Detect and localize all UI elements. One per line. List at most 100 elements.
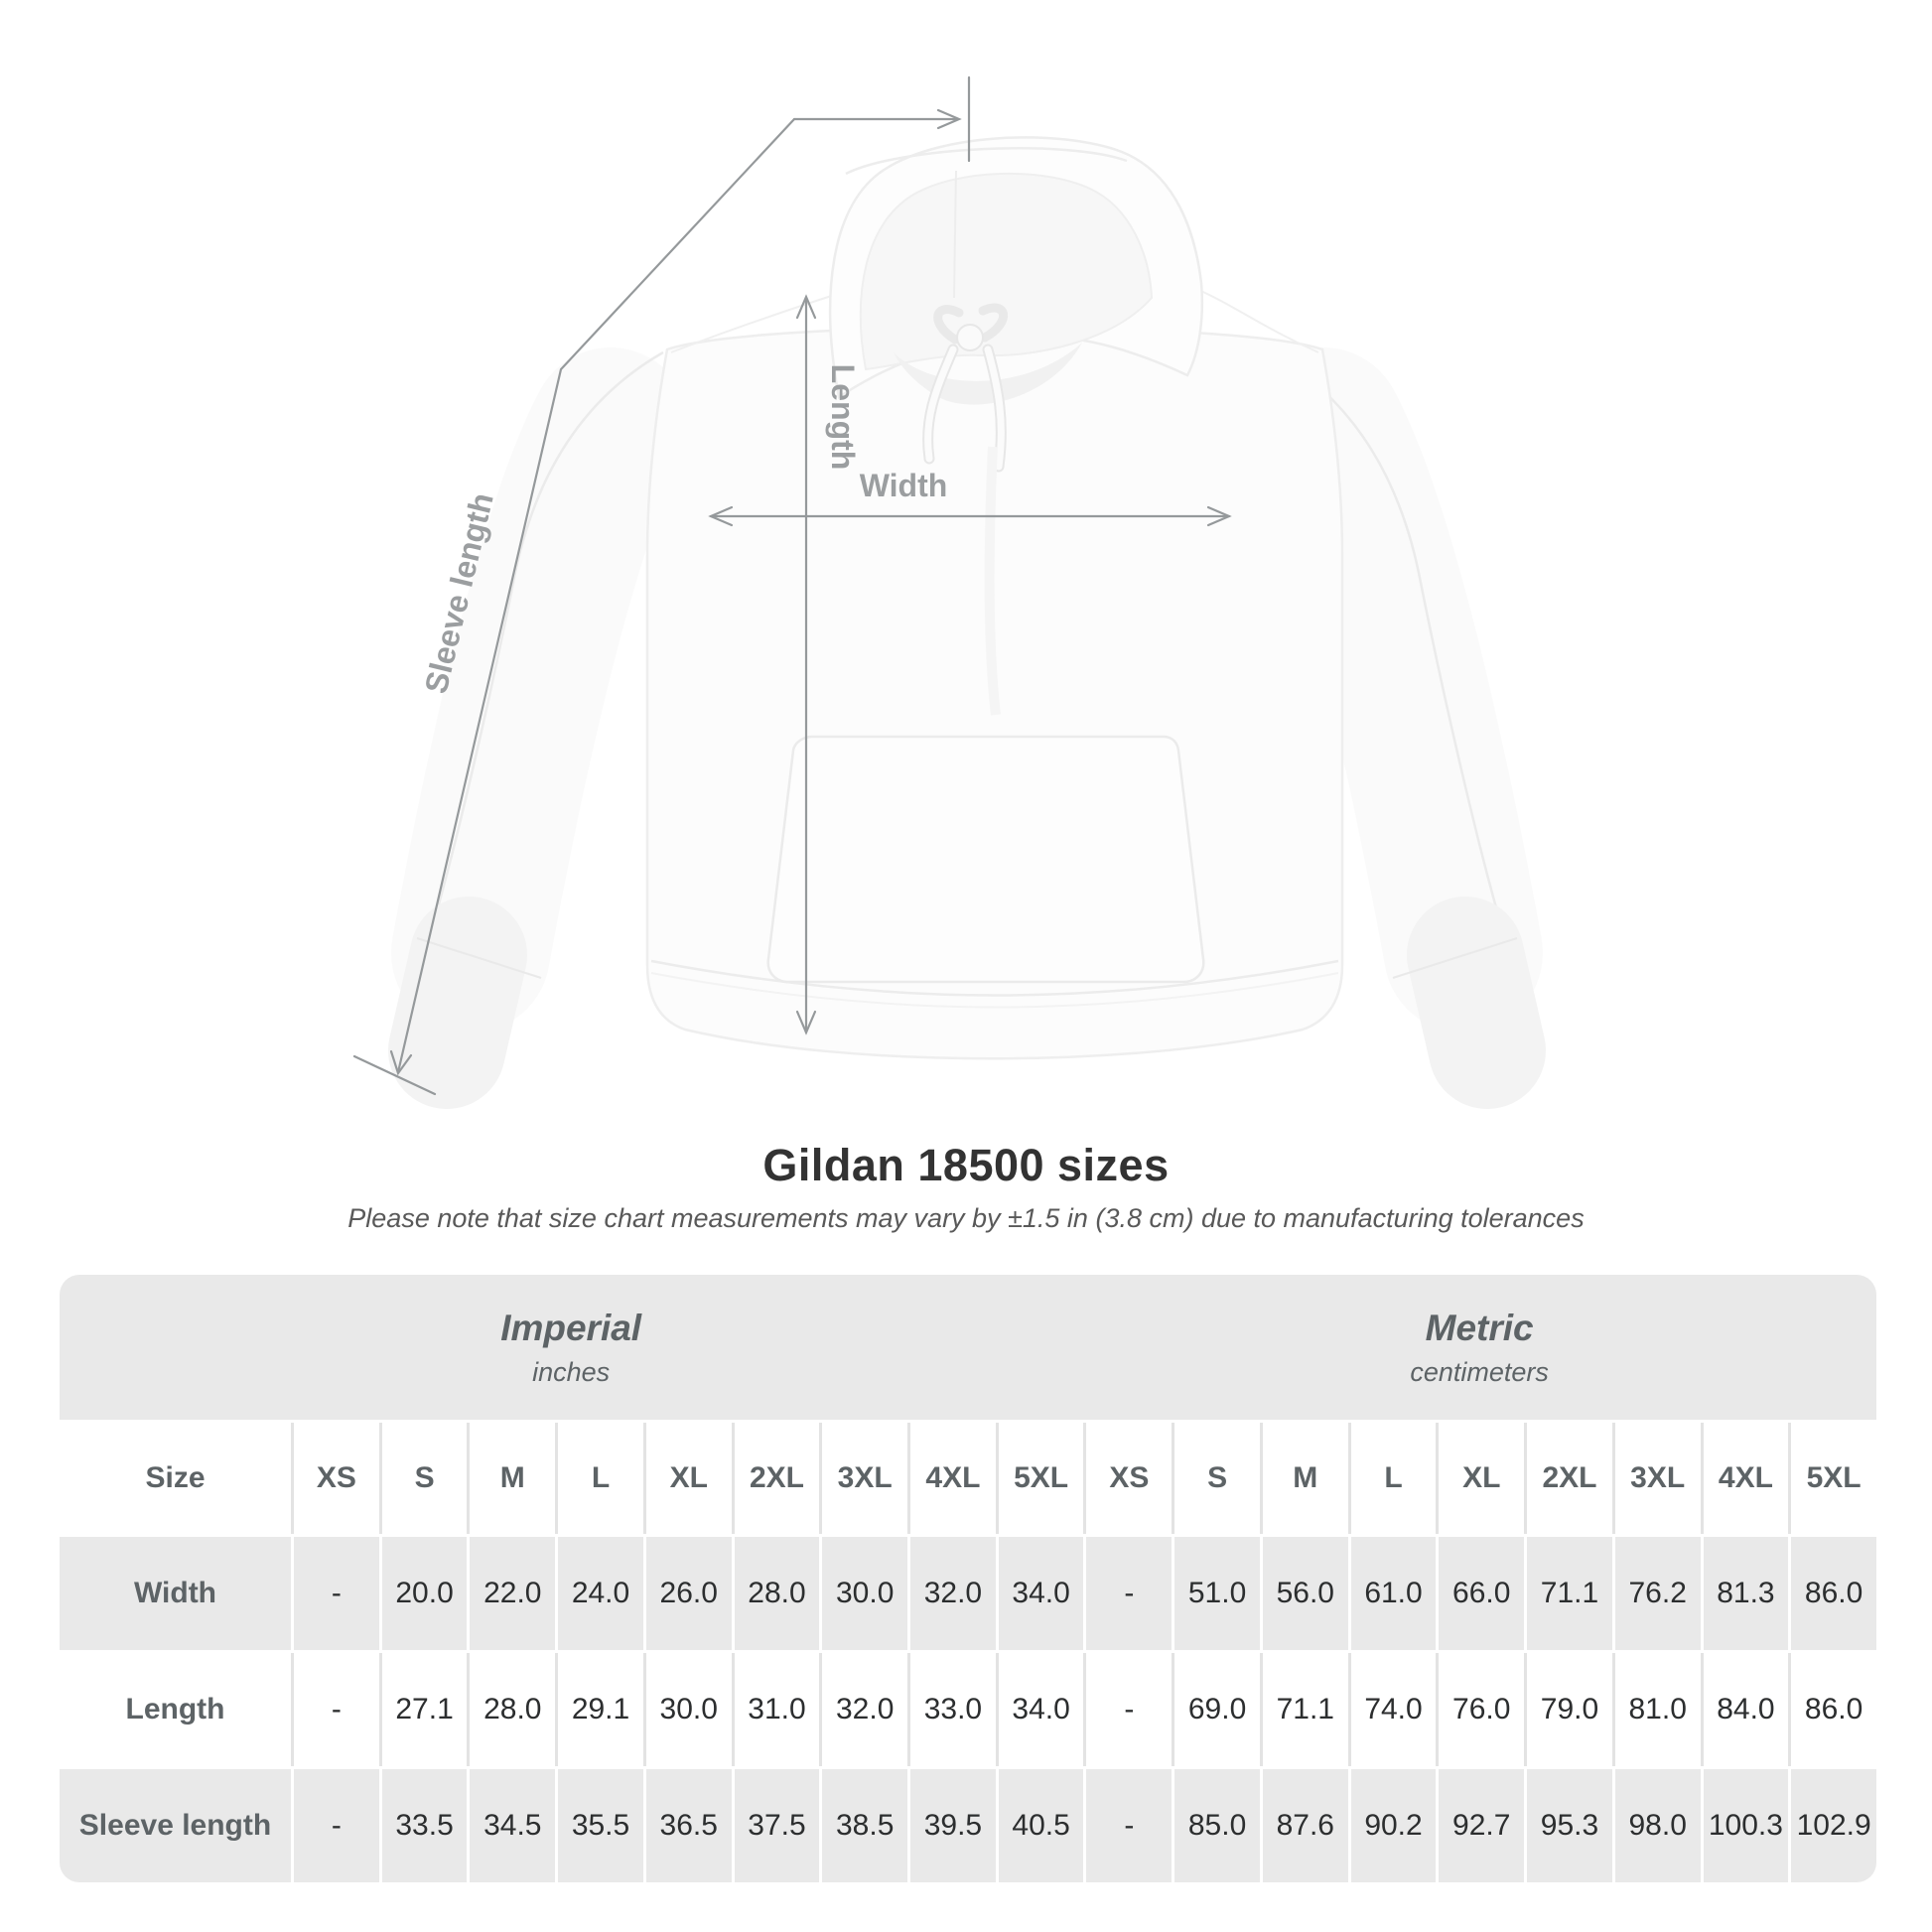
value-cell: 33.0 <box>910 1653 996 1766</box>
hoodie-pocket <box>766 735 1205 984</box>
value-cell-text: 100.3 <box>1708 1809 1783 1842</box>
value-cell: 98.0 <box>1614 1769 1701 1882</box>
value-cell-text: 98.0 <box>1628 1809 1687 1842</box>
value-cell-text: 30.0 <box>659 1693 718 1725</box>
value-cell: 40.5 <box>998 1769 1084 1882</box>
value-cell: 28.0 <box>734 1537 820 1650</box>
hoodie-hem-seam-2 <box>650 972 1339 1009</box>
length-arrowhead-bottom <box>795 1010 817 1035</box>
value-cell-text: 87.6 <box>1276 1809 1334 1842</box>
hoodie-hood-center-seam <box>953 170 957 299</box>
value-cell: 20.0 <box>381 1537 468 1650</box>
value-cell: 32.0 <box>910 1537 996 1650</box>
size-col-header-imperial-5xl-text: 5XL <box>1014 1461 1069 1494</box>
length-arrowhead-top <box>795 294 817 320</box>
hoodie-left-sleeve-edge <box>425 350 664 946</box>
value-cell-text: 37.5 <box>748 1809 806 1842</box>
value-cell: 27.1 <box>381 1653 468 1766</box>
value-cell-text: 34.0 <box>1012 1693 1070 1725</box>
value-cell: - <box>294 1653 379 1766</box>
table-row-length: Length - 27.1 28.0 29.1 30.0 31.0 32.0 33.0 34.0 -… <box>60 1653 1876 1766</box>
size-col-header-metric-4xl-text: 4XL <box>1718 1461 1773 1494</box>
value-cell-text: 20.0 <box>395 1577 454 1609</box>
hoodie-right-cuff <box>1407 897 1546 1109</box>
value-cell: 39.5 <box>910 1769 996 1882</box>
size-col-header-metric-2xl-text: 2XL <box>1542 1461 1597 1494</box>
value-cell-text: 33.0 <box>923 1693 983 1725</box>
size-col-header-metric-3xl-text: 3XL <box>1630 1461 1686 1494</box>
value-cell-text: - <box>1124 1577 1135 1609</box>
imperial-title: Imperial <box>500 1307 642 1348</box>
size-col-header-imperial-2xl-text: 2XL <box>749 1461 804 1494</box>
value-cell-text: 28.0 <box>748 1577 806 1609</box>
value-cell-text: - <box>331 1809 342 1842</box>
unit-header-band: Imperial inches Metric centimeters <box>60 1275 1876 1420</box>
value-cell-text: 40.5 <box>1012 1809 1070 1842</box>
hoodie-hem-seam <box>650 959 1339 997</box>
size-col-header-imperial-3xl: 3XL <box>822 1423 908 1534</box>
value-cell: 76.2 <box>1614 1537 1701 1650</box>
value-cell: 34.5 <box>470 1769 556 1882</box>
size-header-cell-text: Size <box>145 1461 206 1494</box>
value-cell-text: 102.9 <box>1796 1809 1871 1842</box>
value-cell: 30.0 <box>645 1653 732 1766</box>
value-cell: 35.5 <box>558 1769 643 1882</box>
hoodie-left-cuff-seam <box>416 937 542 979</box>
hoodie-left-sleeve <box>391 347 690 1033</box>
value-cell: 84.0 <box>1703 1653 1789 1766</box>
size-col-header-metric-xs: XS <box>1086 1423 1173 1534</box>
value-cell: 34.0 <box>998 1653 1084 1766</box>
value-cell-text: 31.0 <box>748 1693 806 1725</box>
size-header-row: Size XS S M L XL 2XL 3XL 4XL 5XL XS S M L XL 2XL 3XL 4XL 5… <box>60 1423 1876 1534</box>
size-col-header-imperial-l: L <box>558 1423 643 1534</box>
value-cell: 86.0 <box>1791 1653 1876 1766</box>
value-cell-text: 71.1 <box>1276 1693 1334 1725</box>
hoodie-left-cuff <box>388 897 527 1109</box>
hoodie-hood-top-edge <box>845 147 1128 176</box>
value-cell-text: 85.0 <box>1187 1809 1247 1842</box>
row-label-text: Width <box>133 1577 217 1609</box>
value-cell-text: 90.2 <box>1364 1809 1423 1842</box>
hoodie-illustration <box>388 136 1546 1109</box>
hoodie-hood-inner <box>859 172 1154 371</box>
hoodie-drawstrings <box>922 303 1008 473</box>
value-cell-text: 39.5 <box>923 1809 983 1842</box>
value-cell: 87.6 <box>1262 1769 1348 1882</box>
size-col-header-metric-m-text: M <box>1293 1461 1318 1494</box>
value-cell: 28.0 <box>470 1653 556 1766</box>
metric-section-header: Metric centimeters <box>1082 1275 1876 1420</box>
size-col-header-metric-m: M <box>1262 1423 1348 1534</box>
size-col-header-imperial-xs-text: XS <box>316 1461 356 1494</box>
value-cell: 95.3 <box>1527 1769 1612 1882</box>
value-cell: 79.0 <box>1527 1653 1612 1766</box>
size-col-header-metric-4xl: 4XL <box>1703 1423 1789 1534</box>
product-measurement-figure: Sleeve length Length Width <box>352 75 1546 1109</box>
hoodie-right-sleeve <box>1244 347 1543 1033</box>
value-cell: 86.0 <box>1791 1537 1876 1650</box>
value-cell: 32.0 <box>822 1653 908 1766</box>
size-col-header-metric-xl: XL <box>1439 1423 1525 1534</box>
value-cell-text: 76.2 <box>1628 1577 1687 1609</box>
size-col-header-metric-5xl-text: 5XL <box>1806 1461 1862 1494</box>
size-col-header-metric-5xl: 5XL <box>1791 1423 1876 1534</box>
sleeve-length-top-arrowhead <box>936 108 962 130</box>
value-cell: 33.5 <box>381 1769 468 1882</box>
value-cell-text: 79.0 <box>1540 1693 1599 1725</box>
hoodie-center-crease <box>984 446 1001 716</box>
value-cell: 56.0 <box>1262 1537 1348 1650</box>
value-cell-text: 51.0 <box>1187 1577 1247 1609</box>
value-cell: 69.0 <box>1174 1653 1260 1766</box>
value-cell: - <box>294 1537 379 1650</box>
size-header-cell: Size <box>60 1423 291 1534</box>
value-cell-text: 32.0 <box>835 1693 895 1725</box>
size-col-header-imperial-l-text: L <box>591 1461 611 1494</box>
value-cell: 26.0 <box>645 1537 732 1650</box>
value-cell: 100.3 <box>1703 1769 1789 1882</box>
value-cell: 36.5 <box>645 1769 732 1882</box>
value-cell-text: 61.0 <box>1364 1577 1423 1609</box>
value-cell: 81.3 <box>1703 1537 1789 1650</box>
value-cell: 51.0 <box>1174 1537 1260 1650</box>
size-col-header-imperial-4xl-text: 4XL <box>925 1461 981 1494</box>
size-col-header-imperial-s-text: S <box>414 1461 435 1494</box>
sleeve-length-end-tick <box>352 1054 437 1096</box>
